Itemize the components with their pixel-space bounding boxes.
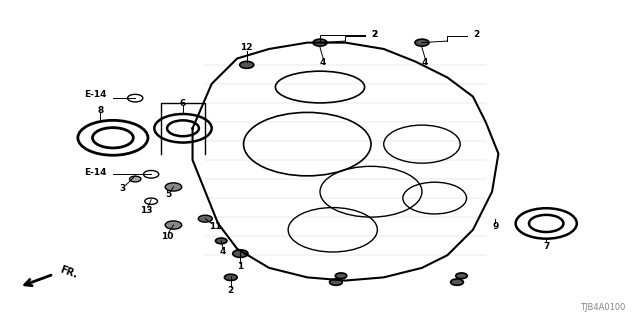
Circle shape bbox=[165, 221, 182, 229]
Text: 9: 9 bbox=[492, 222, 499, 231]
Circle shape bbox=[127, 94, 143, 102]
Text: 2: 2 bbox=[371, 30, 378, 39]
Circle shape bbox=[225, 274, 237, 281]
Text: 2: 2 bbox=[371, 30, 378, 39]
Text: 10: 10 bbox=[161, 232, 173, 241]
Circle shape bbox=[240, 61, 253, 68]
Circle shape bbox=[198, 215, 212, 222]
Circle shape bbox=[233, 250, 248, 257]
Text: 1: 1 bbox=[237, 262, 243, 271]
Text: 13: 13 bbox=[140, 206, 153, 215]
Text: 2: 2 bbox=[228, 285, 234, 295]
Text: 11: 11 bbox=[209, 222, 221, 231]
Circle shape bbox=[129, 176, 141, 182]
Circle shape bbox=[330, 279, 342, 285]
Circle shape bbox=[216, 238, 227, 244]
Circle shape bbox=[165, 183, 182, 191]
Text: TJB4A0100: TJB4A0100 bbox=[580, 303, 626, 312]
Circle shape bbox=[313, 39, 327, 46]
Circle shape bbox=[451, 279, 463, 285]
Text: 12: 12 bbox=[241, 43, 253, 52]
Text: 4: 4 bbox=[320, 58, 326, 67]
Text: 5: 5 bbox=[165, 190, 172, 199]
Circle shape bbox=[456, 273, 467, 279]
Text: E-14: E-14 bbox=[84, 168, 107, 177]
Text: 7: 7 bbox=[543, 242, 549, 251]
Text: 3: 3 bbox=[119, 184, 125, 193]
Text: 4: 4 bbox=[220, 247, 227, 257]
Circle shape bbox=[145, 198, 157, 204]
Circle shape bbox=[415, 39, 429, 46]
Text: FR.: FR. bbox=[59, 265, 79, 280]
Text: E-14: E-14 bbox=[84, 91, 107, 100]
Circle shape bbox=[143, 171, 159, 178]
Circle shape bbox=[335, 273, 347, 279]
Text: 8: 8 bbox=[97, 106, 103, 115]
Text: 6: 6 bbox=[180, 99, 186, 108]
Text: 4: 4 bbox=[422, 58, 428, 67]
Text: 2: 2 bbox=[473, 30, 479, 39]
